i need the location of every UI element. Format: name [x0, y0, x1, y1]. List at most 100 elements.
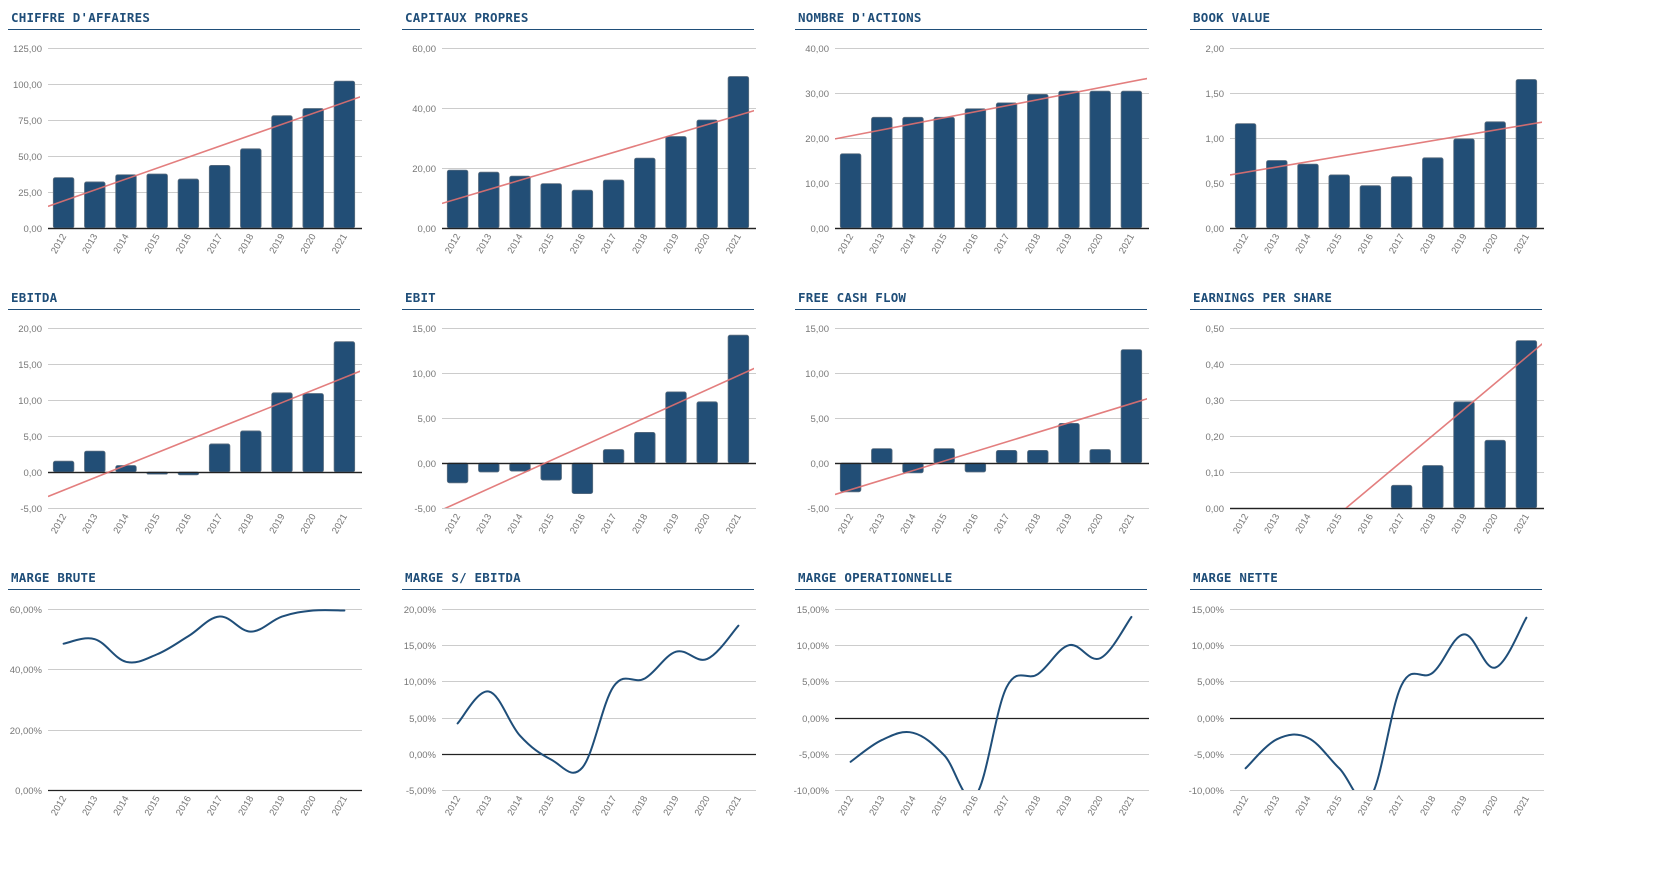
bar-2021 — [727, 76, 750, 229]
chart-marge-operationnelle: -10,00%-5,00%0,00%5,00%10,00%15,00%2012 2… — [794, 605, 1149, 818]
y-tick-label: 40,00 — [805, 44, 829, 55]
y-tick-label: 75,00 — [18, 116, 42, 127]
chart-nombre-actions: 0,00 10,00 20,00 30,00 40,00 2012 2013 2014 2015… — [805, 44, 1149, 256]
y-tick-label: 60,00% — [10, 605, 43, 616]
x-tick-label: 2019 — [1055, 794, 1075, 818]
x-tick-label: 2014 — [899, 512, 919, 536]
x-tick-label: 2018 — [1418, 512, 1438, 536]
bar-2020 — [1484, 121, 1506, 229]
bars — [446, 334, 750, 495]
y-tick-label: 10,00 — [805, 179, 829, 190]
trendline — [1230, 121, 1542, 176]
x-tick-label: 2018 — [236, 794, 256, 818]
y-tick-label: 0,10 — [1206, 468, 1225, 479]
y-tick-label: 0,00 — [24, 468, 43, 479]
x-tick-label: 2019 — [268, 512, 288, 536]
x-tick-label: 2012 — [836, 232, 856, 256]
x-tick-label: 2016 — [961, 232, 981, 256]
x-axis-labels: 2012 2013 2014 2015 2016 2017 2018 2019 2020 2021 — [49, 794, 350, 818]
y-tick-label: 5,00 — [418, 414, 437, 425]
panel-ebit: EBIT -5,00 0,00 5,00 10,00 15,00 2012 2013 2014… — [402, 280, 762, 550]
bar-2018 — [240, 148, 262, 229]
bar-2016 — [177, 178, 200, 229]
x-tick-label: 2019 — [1450, 512, 1470, 536]
y-tick-label: -5,00% — [799, 750, 830, 761]
y-tick-label: -10,00% — [794, 786, 830, 797]
panel-free-cash-flow: FREE CASH FLOW -5,00 0,00 5,00 10,00 15,00 20… — [795, 280, 1155, 550]
bar-2017 — [602, 449, 625, 464]
x-tick-label: 2018 — [630, 232, 650, 256]
chart-book-value: 0,00 0,50 1,00 1,50 2,00 2012 2013 2014 2015 2016… — [1206, 44, 1544, 256]
x-tick-label: 2018 — [1418, 794, 1438, 818]
bar-2018 — [1027, 449, 1049, 464]
x-tick-label: 2019 — [1450, 794, 1470, 818]
trendline — [48, 96, 360, 208]
trendline-group — [48, 96, 360, 208]
bar-2013 — [84, 450, 106, 473]
title-underline — [1190, 589, 1542, 590]
series-line-group — [456, 624, 740, 774]
y-tick-label: 25,00 — [18, 188, 42, 199]
bar-2020 — [1089, 449, 1111, 464]
x-tick-label: 2020 — [1086, 512, 1106, 536]
series-line-group — [849, 615, 1133, 790]
x-tick-label: 2019 — [1450, 232, 1470, 256]
chart-title: EARNINGS PER SHARE — [1193, 290, 1333, 305]
title-underline — [795, 29, 1147, 30]
panel-earnings-per-share: EARNINGS PER SHARE 0,00 0,10 0,20 0,30 0,40 0… — [1190, 280, 1550, 550]
bar-2020 — [1484, 439, 1506, 509]
trendline-group — [444, 367, 754, 508]
bar-2017 — [602, 179, 625, 229]
x-tick-label: 2021 — [724, 794, 744, 818]
x-tick-label: 2019 — [662, 232, 682, 256]
x-tick-label: 2014 — [506, 232, 526, 256]
y-tick-label: -5,00 — [20, 504, 42, 515]
y-tick-label: 0,00% — [802, 714, 829, 725]
bars — [446, 76, 750, 229]
x-tick-label: 2021 — [330, 512, 350, 536]
x-tick-label: 2019 — [268, 232, 288, 256]
bar-2016 — [571, 462, 594, 495]
x-tick-label: 2012 — [1231, 794, 1251, 818]
x-tick-label: 2021 — [724, 232, 744, 256]
y-tick-label: 0,00 — [418, 459, 437, 470]
x-tick-label: 2020 — [1481, 794, 1501, 818]
bar-2013 — [84, 181, 106, 229]
bar-2014 — [902, 116, 924, 229]
y-tick-label: 20,00% — [10, 726, 43, 737]
bar-2021 — [727, 334, 750, 464]
x-tick-label: 2021 — [1117, 512, 1137, 536]
bar-2017 — [995, 449, 1018, 464]
bars — [839, 349, 1143, 493]
x-tick-label: 2015 — [1325, 794, 1345, 818]
trendline-group — [835, 397, 1147, 496]
x-axis-labels: 2012 2013 2014 2015 2016 2017 2018 2019 2020 2021 — [49, 512, 350, 536]
y-tick-label: 50,00 — [18, 152, 42, 163]
x-tick-label: 2012 — [49, 512, 69, 536]
x-tick-label: 2017 — [1387, 232, 1407, 256]
bar-2016 — [1359, 185, 1382, 229]
y-tick-label: 0,50 — [1206, 179, 1225, 190]
bar-2021 — [1515, 340, 1538, 509]
y-tick-label: 5,00 — [24, 432, 43, 443]
x-tick-label: 2014 — [112, 232, 132, 256]
bar-2021 — [1120, 90, 1143, 229]
x-tick-label: 2013 — [80, 794, 100, 818]
x-tick-label: 2013 — [867, 232, 887, 256]
bars — [839, 90, 1143, 229]
gridlines: -10,00% -5,00% 0,00% 5,00% 10,00% 15,00% — [1189, 605, 1544, 797]
x-axis-labels: 2012 2013 2014 2015 2016 2017 2018 2019 2020 2021 — [443, 794, 744, 818]
panel-chiffre-affaires: CHIFFRE D'AFFAIRES 0,00 25,00 50,00 75,00 10… — [8, 0, 368, 270]
x-tick-label: 2019 — [662, 794, 682, 818]
y-tick-label: 15,00% — [1192, 605, 1225, 616]
bars — [52, 80, 356, 229]
x-tick-label: 2012 — [1231, 232, 1251, 256]
x-tick-label: 2020 — [299, 512, 319, 536]
x-tick-label: 2020 — [1086, 794, 1106, 818]
title-underline — [402, 29, 754, 30]
x-tick-label: 2014 — [899, 794, 919, 818]
x-tick-label: 2015 — [930, 794, 950, 818]
y-tick-label: 2,00 — [1206, 44, 1225, 55]
